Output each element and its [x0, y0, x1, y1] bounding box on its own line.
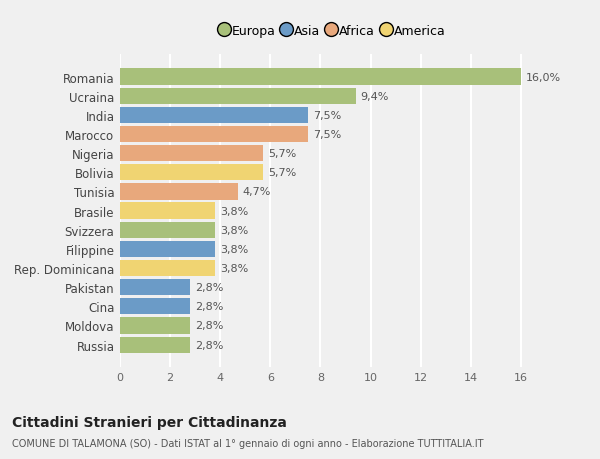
Bar	[120, 318, 190, 334]
Bar	[120, 127, 308, 143]
Text: 4,7%: 4,7%	[243, 187, 271, 197]
Bar	[120, 260, 215, 277]
Text: 7,5%: 7,5%	[313, 111, 341, 121]
Text: Cittadini Stranieri per Cittadinanza: Cittadini Stranieri per Cittadinanza	[12, 415, 287, 429]
Bar	[120, 89, 356, 105]
Text: 2,8%: 2,8%	[195, 283, 224, 292]
Text: 3,8%: 3,8%	[220, 244, 248, 254]
Bar	[120, 165, 263, 181]
Text: 5,7%: 5,7%	[268, 149, 296, 159]
Legend: Europa, Asia, Africa, America: Europa, Asia, Africa, America	[217, 21, 449, 41]
Text: 2,8%: 2,8%	[195, 321, 224, 331]
Text: 7,5%: 7,5%	[313, 130, 341, 140]
Bar	[120, 184, 238, 200]
Bar	[120, 298, 190, 315]
Bar	[120, 107, 308, 124]
Text: 2,8%: 2,8%	[195, 302, 224, 312]
Text: 2,8%: 2,8%	[195, 340, 224, 350]
Bar	[120, 146, 263, 162]
Bar	[120, 203, 215, 219]
Text: 5,7%: 5,7%	[268, 168, 296, 178]
Bar	[120, 241, 215, 257]
Text: 3,8%: 3,8%	[220, 206, 248, 216]
Text: 9,4%: 9,4%	[361, 91, 389, 101]
Text: 3,8%: 3,8%	[220, 263, 248, 274]
Text: 16,0%: 16,0%	[526, 73, 561, 82]
Bar	[120, 222, 215, 238]
Text: 3,8%: 3,8%	[220, 225, 248, 235]
Bar	[120, 337, 190, 353]
Bar	[120, 280, 190, 296]
Bar	[120, 69, 521, 85]
Text: COMUNE DI TALAMONA (SO) - Dati ISTAT al 1° gennaio di ogni anno - Elaborazione T: COMUNE DI TALAMONA (SO) - Dati ISTAT al …	[12, 438, 484, 448]
